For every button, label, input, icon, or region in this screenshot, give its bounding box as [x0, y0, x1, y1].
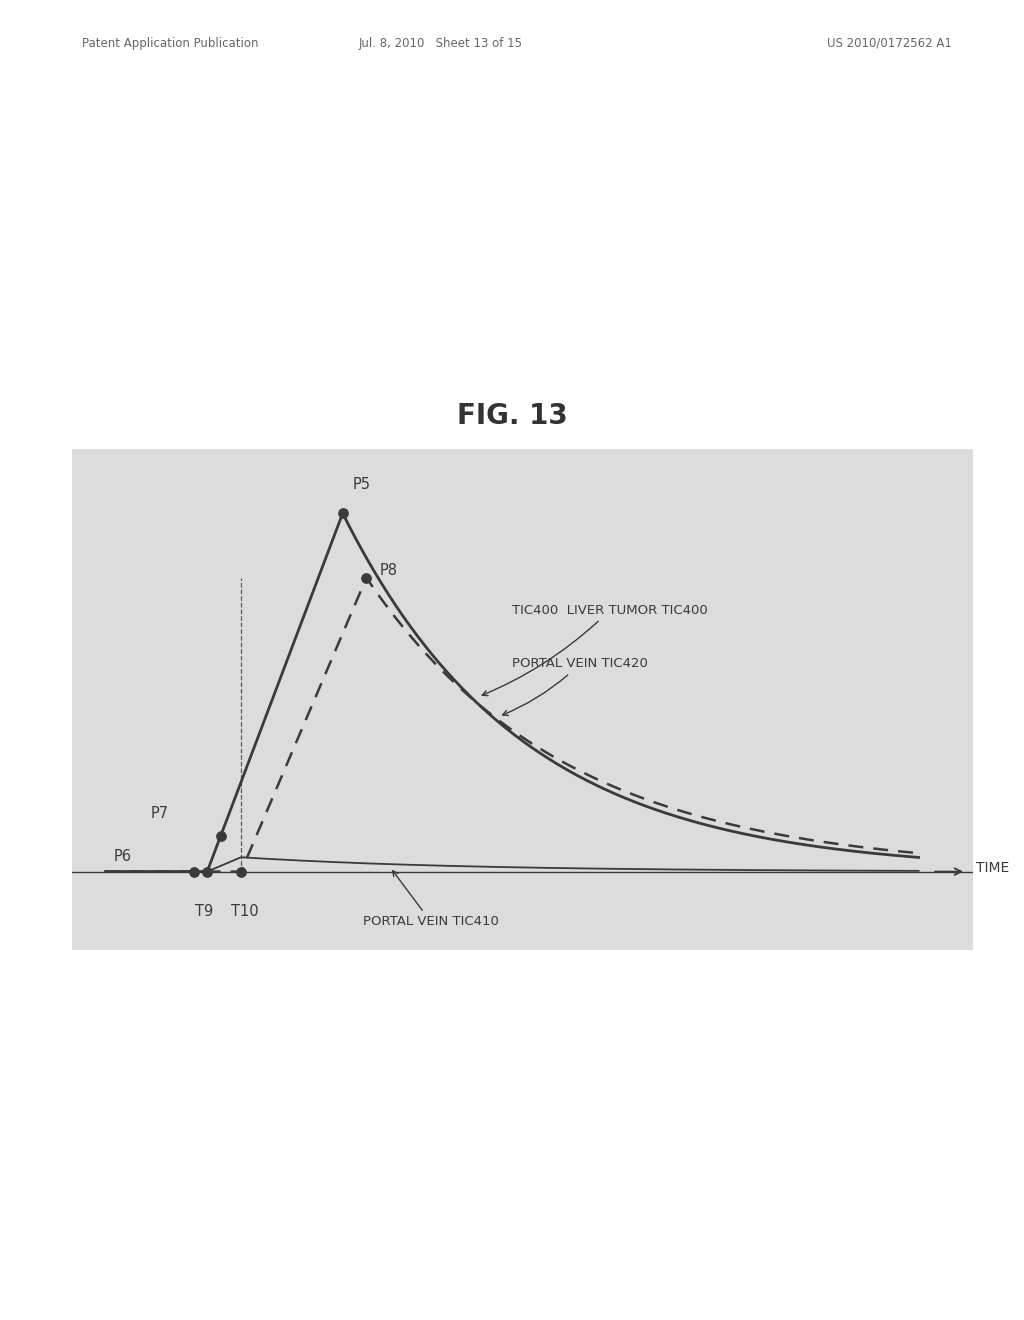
Text: P7: P7 [151, 807, 169, 821]
Text: TIC400  LIVER TUMOR TIC400: TIC400 LIVER TUMOR TIC400 [482, 603, 708, 696]
Text: TIME: TIME [976, 861, 1010, 875]
Text: P6: P6 [114, 849, 131, 865]
Text: PORTAL VEIN TIC410: PORTAL VEIN TIC410 [364, 871, 499, 928]
Text: PORTAL VEIN TIC420: PORTAL VEIN TIC420 [503, 657, 648, 715]
Text: Patent Application Publication: Patent Application Publication [82, 37, 258, 50]
Point [232, 861, 249, 882]
Text: P5: P5 [353, 477, 371, 492]
Text: T10: T10 [230, 904, 258, 919]
Text: FIG. 13: FIG. 13 [457, 401, 567, 430]
Text: Jul. 8, 2010   Sheet 13 of 15: Jul. 8, 2010 Sheet 13 of 15 [358, 37, 522, 50]
Text: US 2010/0172562 A1: US 2010/0172562 A1 [827, 37, 952, 50]
Point [358, 568, 375, 589]
Point [199, 861, 215, 882]
Point [213, 825, 229, 846]
Point [335, 503, 351, 524]
Text: T9: T9 [195, 904, 213, 919]
Text: P8: P8 [380, 564, 398, 578]
Point [185, 861, 202, 882]
